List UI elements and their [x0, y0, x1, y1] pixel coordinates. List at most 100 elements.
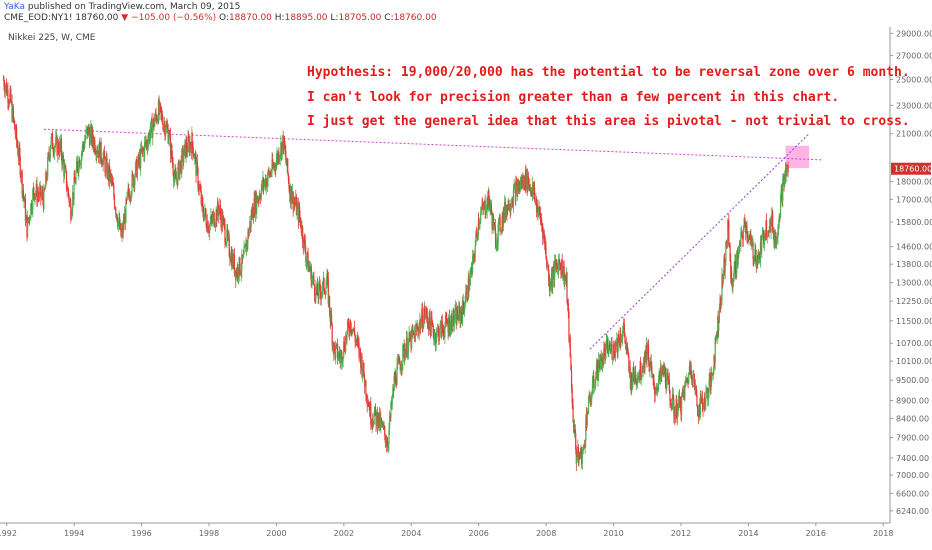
- candle-body: [11, 101, 13, 121]
- candle-body: [110, 176, 112, 181]
- candle-body: [494, 222, 496, 226]
- candle-body: [532, 182, 534, 194]
- candle-body: [145, 140, 147, 144]
- candle-body: [351, 330, 353, 334]
- candle-body: [594, 386, 596, 388]
- candle-body: [40, 196, 43, 198]
- candle-body: [273, 163, 275, 168]
- candle-body: [223, 220, 225, 224]
- candle-body: [249, 221, 251, 229]
- candle-body: [605, 344, 607, 359]
- candle-body: [297, 203, 299, 206]
- price-chart[interactable]: 29000.00 27000.00 25000.00 23000.00 21000.00…: [0, 27, 932, 550]
- x-tick-label: 2002: [334, 529, 354, 538]
- candle-body: [645, 344, 647, 361]
- candle-body: [134, 176, 136, 185]
- candle-body: [51, 133, 54, 149]
- candle-body: [199, 189, 202, 192]
- candle-body: [585, 413, 588, 425]
- candle-body: [730, 270, 733, 282]
- candle-body: [604, 349, 606, 359]
- candle-body: [650, 361, 652, 367]
- candle-body: [598, 359, 600, 376]
- candle-body: [104, 158, 106, 173]
- x-tick-label: 2004: [401, 529, 421, 538]
- candle-body: [547, 265, 550, 280]
- candle-body: [679, 397, 681, 404]
- candle-body: [669, 390, 671, 402]
- candle-body: [122, 220, 124, 234]
- candle-body: [686, 377, 688, 382]
- candle-body: [27, 217, 29, 221]
- candle-body: [759, 242, 762, 263]
- candle-body: [598, 359, 600, 369]
- candle-body: [261, 180, 263, 189]
- candle-body: [593, 376, 595, 388]
- candle-body: [355, 339, 357, 343]
- candle-body: [512, 200, 514, 207]
- candle-body: [49, 148, 51, 159]
- candle-body: [4, 86, 6, 93]
- candle-body: [659, 371, 661, 378]
- candle-body: [113, 186, 115, 197]
- candle-body: [100, 141, 102, 160]
- candle-body: [289, 192, 291, 202]
- candle-body: [600, 354, 602, 358]
- candle-body: [772, 211, 774, 232]
- candle-body: [280, 142, 282, 156]
- candle-body: [742, 228, 745, 240]
- annotation-line-2: I can't look for precision greater than …: [307, 90, 839, 105]
- candle-body: [401, 363, 403, 369]
- candle-body: [608, 344, 610, 351]
- candle-body: [629, 366, 631, 377]
- candle-body: [592, 376, 594, 383]
- candle-body: [709, 375, 711, 381]
- candle-body: [446, 317, 448, 324]
- candle-body: [468, 277, 470, 291]
- y-tick-label: 13000.00: [896, 279, 932, 288]
- candle-body: [348, 324, 350, 332]
- candle-body: [219, 205, 222, 215]
- candle-body: [114, 207, 116, 210]
- candle-body: [199, 185, 201, 190]
- symbol-label[interactable]: CME_EOD:NY1!: [4, 13, 73, 23]
- candle-body: [364, 380, 366, 387]
- candle-body: [62, 155, 64, 165]
- trendlines: [43, 128, 823, 350]
- candle-body: [762, 231, 764, 234]
- candle-body: [698, 405, 700, 418]
- author-link[interactable]: YaKa: [4, 2, 26, 12]
- candle-body: [617, 334, 619, 352]
- candle-body: [195, 156, 197, 176]
- candle-body: [416, 326, 418, 330]
- chart-header: YaKa published on TradingView.com, March…: [0, 0, 932, 26]
- candle-body: [776, 237, 778, 240]
- candle-body: [260, 198, 262, 199]
- candle-body: [417, 326, 419, 332]
- candle-body: [702, 404, 704, 410]
- last-price-marker: [891, 162, 931, 175]
- candle-body: [404, 350, 406, 359]
- candle-body: [30, 203, 32, 218]
- candle-body: [641, 370, 644, 372]
- candle-body: [369, 406, 371, 417]
- candle-body: [330, 313, 332, 322]
- candle-body: [293, 201, 295, 210]
- candle-body: [344, 350, 346, 352]
- candle-body: [674, 411, 676, 420]
- candle-body: [758, 252, 760, 256]
- candle-body: [94, 151, 97, 153]
- candle-body: [91, 129, 93, 144]
- candle-body: [117, 221, 119, 227]
- candle-body: [614, 353, 616, 356]
- candle-body: [573, 424, 576, 433]
- candle-body: [357, 341, 359, 344]
- candle-body: [219, 205, 221, 209]
- candle-body: [186, 150, 188, 152]
- y-tick-label: 10700.00: [896, 339, 932, 348]
- candle-body: [346, 330, 348, 340]
- candle-body: [439, 324, 441, 336]
- candle-body: [492, 214, 494, 231]
- candle-body: [139, 155, 141, 168]
- candle-body: [68, 195, 70, 203]
